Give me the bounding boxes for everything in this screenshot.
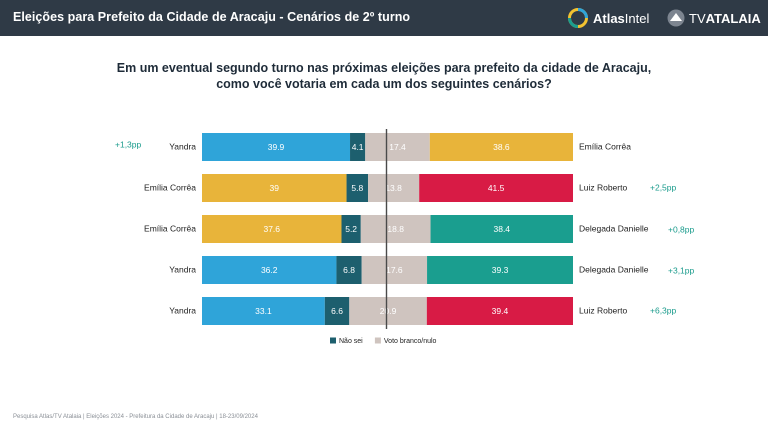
tvatalaia-mark-icon <box>667 9 685 27</box>
logo-tv-light: TV <box>689 10 706 26</box>
bar-segment-nao-sei <box>324 297 350 325</box>
bar-value-label: 17.6 <box>386 265 403 275</box>
footer-source: Pesquisa Atlas/TV Atalaia | Eleições 202… <box>13 414 258 420</box>
bar-segment-branco <box>368 174 420 202</box>
bar-value-label: 20.9 <box>380 306 397 316</box>
logo-atlas-bold: Atlas <box>593 10 625 26</box>
page-title: Eleições para Prefeito da Cidade de Arac… <box>13 10 411 24</box>
right-candidate-label: Delegada Danielle <box>579 264 649 274</box>
left-candidate-label: Yandra <box>169 264 196 274</box>
bar-value-label: 6.8 <box>343 265 355 275</box>
bar-segment-left <box>202 174 347 202</box>
legend-label: Não sei <box>339 338 363 345</box>
bar-segment-nao-sei <box>350 133 366 161</box>
legend-label: Voto branco/nulo <box>384 338 437 345</box>
left-candidate-label: Emília Corrêa <box>144 182 196 192</box>
bar-segment-branco <box>360 215 431 243</box>
legend-swatch-nao-sei <box>330 337 336 344</box>
right-candidate-label: Luiz Roberto <box>579 305 627 315</box>
bar-value-label: 39.3 <box>492 265 509 275</box>
bar-segment-right <box>419 174 573 202</box>
bar-value-label: 33.1 <box>255 306 272 316</box>
left-candidate-label: Yandra <box>169 305 196 315</box>
bar-segment-left <box>202 215 342 243</box>
header-bar: Eleições para Prefeito da Cidade de Arac… <box>0 0 768 36</box>
question-line-1: Em um eventual segundo turno nas próxima… <box>116 61 652 75</box>
atlasintel-logo: AtlasIntel <box>568 8 649 28</box>
bar-value-label: 41.5 <box>488 183 505 193</box>
bar-segment-nao-sei <box>341 215 361 243</box>
bar-segment-right <box>430 215 573 243</box>
bar-value-label: 4.1 <box>352 142 364 152</box>
bar-value-label: 38.4 <box>493 224 510 234</box>
bar-value-label: 37.6 <box>263 224 280 234</box>
bar-value-label: 17.4 <box>389 142 406 152</box>
logo-atlas-light: Intel <box>624 10 650 26</box>
bar-segment-nao-sei <box>346 174 369 202</box>
bar-segment-right <box>427 256 573 284</box>
delta-label: +6,3pp <box>650 305 677 315</box>
bar-segment-branco <box>365 133 430 161</box>
logo-tv-bold: ATALAIA <box>705 10 761 26</box>
bar-value-label: 39.4 <box>492 306 509 316</box>
atlasintel-mark-icon <box>568 8 588 28</box>
delta-label: +2,5pp <box>650 182 677 192</box>
bar-segment-right <box>426 297 573 325</box>
legend-swatch-branco <box>374 337 381 344</box>
bar-segment-branco <box>349 297 427 325</box>
runoff-scenarios-chart: 39.9 4.1 17.4 38.6 Yandra Emília Corrêa +1,3pp… <box>115 129 695 345</box>
right-candidate-label: Delegada Danielle <box>579 223 649 233</box>
bar-segment-left <box>202 133 351 161</box>
survey-question: Em um eventual segundo turno nas próxima… <box>0 60 768 92</box>
bar-segment-left <box>202 256 337 284</box>
tvatalaia-logo: TVATALAIA <box>667 8 761 28</box>
delta-label: +1,3pp <box>115 139 142 149</box>
bar-value-label: 38.6 <box>493 142 510 152</box>
bar-segment-branco <box>361 256 428 284</box>
bar-value-label: 39 <box>270 183 280 193</box>
left-candidate-label: Yandra <box>169 141 196 151</box>
right-candidate-label: Luiz Roberto <box>579 182 627 192</box>
bar-value-label: 5.8 <box>351 183 363 193</box>
right-candidate-label: Emília Corrêa <box>579 141 631 151</box>
delta-label: +0,8pp <box>668 224 695 234</box>
bar-segment-right <box>429 133 573 161</box>
bar-value-label: 13.8 <box>385 183 402 193</box>
bar-value-label: 18.8 <box>387 224 404 234</box>
bar-segment-left <box>202 297 325 325</box>
bar-value-label: 39.9 <box>268 142 285 152</box>
bar-value-label: 36.2 <box>261 265 278 275</box>
delta-label: +3,1pp <box>668 265 695 275</box>
bar-segment-nao-sei <box>336 256 362 284</box>
left-candidate-label: Emília Corrêa <box>144 223 196 233</box>
bar-value-label: 5.2 <box>345 224 357 234</box>
question-line-2: como você votaria em cada um dos seguint… <box>216 77 552 91</box>
bar-value-label: 6.6 <box>331 306 343 316</box>
